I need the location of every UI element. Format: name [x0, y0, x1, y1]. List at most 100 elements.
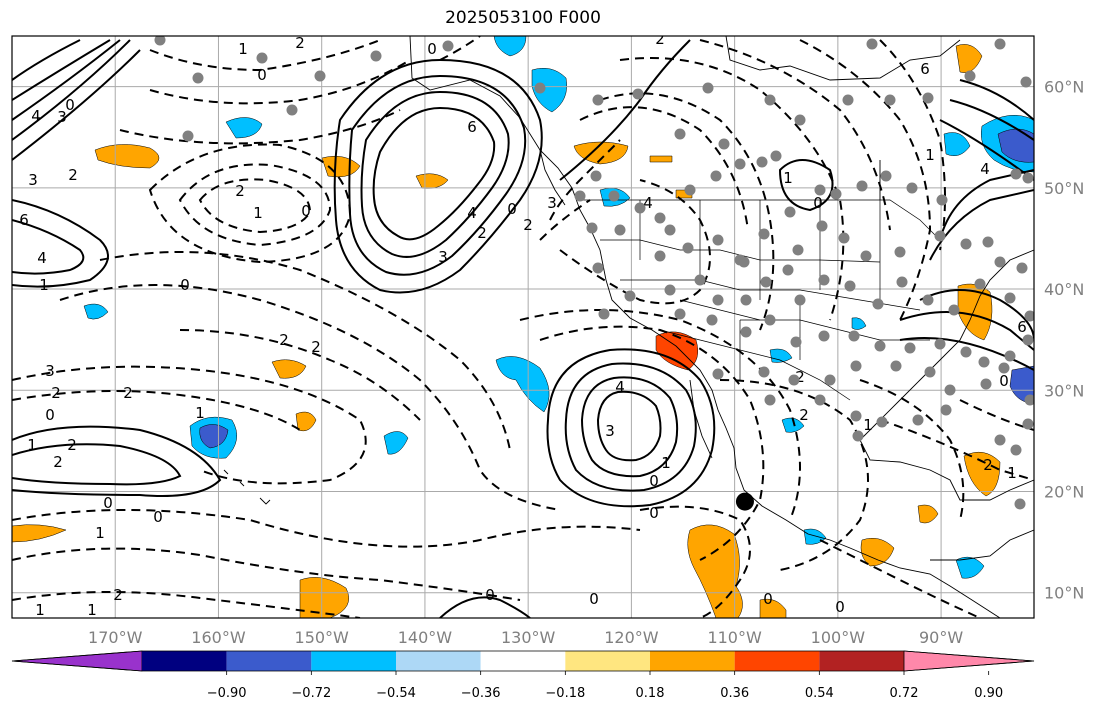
contour-label: 6: [1017, 318, 1027, 336]
contour-label: 6: [19, 211, 29, 229]
station-dot: [856, 180, 868, 192]
lon-tick-label: 90°W: [919, 628, 963, 647]
station-dot: [866, 38, 878, 50]
colorbar-tick-label: 0.54: [805, 686, 834, 701]
contour-label: 1: [1007, 464, 1017, 482]
station-dot: [182, 130, 194, 142]
station-dot: [922, 294, 934, 306]
contour-label: 2: [477, 224, 487, 242]
station-dot: [608, 190, 620, 202]
map-frame: [11, 35, 1035, 619]
station-dot: [442, 40, 454, 52]
station-dot: [702, 82, 714, 94]
station-dot: [824, 374, 836, 386]
station-dot: [740, 294, 752, 306]
station-dot: [982, 236, 994, 248]
station-dot: [1022, 418, 1034, 430]
station-dot: [734, 158, 746, 170]
shade-blue: [943, 132, 971, 156]
station-dot: [624, 290, 636, 302]
map-title: 2025053100 F000: [445, 8, 601, 28]
contour-label: 0: [65, 96, 75, 114]
latitude-labels: 60°N 50°N 40°N 30°N 20°N 10°N: [1044, 78, 1084, 603]
station-dot: [694, 274, 706, 286]
shade-orange: [12, 524, 67, 543]
contour-label: 1: [39, 276, 49, 294]
contour-label: 1: [27, 436, 37, 454]
lat-tick-label: 40°N: [1044, 280, 1084, 299]
station-dot: [592, 94, 604, 106]
colorbar-segment: [734, 651, 820, 671]
station-dot: [794, 114, 806, 126]
station-dot: [534, 82, 546, 94]
colorbar-tick-labels: −0.90 −0.72 −0.54 −0.36 −0.18 0.18 0.36 0.54 0.7…: [207, 671, 1003, 701]
station-dot: [370, 50, 382, 62]
shade-blue: [531, 68, 567, 113]
station-dot: [860, 250, 872, 262]
station-dot: [936, 194, 948, 206]
contour-label: 0: [999, 372, 1009, 390]
colorbar-outline: [11, 650, 1035, 672]
station-dot: [1014, 498, 1026, 510]
contour-label: 3: [438, 248, 448, 266]
contours-solid: [12, 39, 1034, 618]
lon-tick-label: 140°W: [398, 628, 453, 647]
station-dot: [974, 278, 986, 290]
station-dot: [948, 304, 960, 316]
station-dot: [1022, 334, 1034, 346]
colorbar-tick-label: 0.18: [636, 686, 665, 701]
contour-label: 2: [799, 406, 809, 424]
contour-label: 4: [643, 194, 653, 212]
station-dot: [816, 220, 828, 232]
shade-blue: [83, 303, 109, 320]
station-dot: [632, 88, 644, 100]
contour-label: 0: [589, 590, 599, 608]
colorbar-segment: [565, 651, 650, 671]
station-dot: [852, 430, 864, 442]
contour-label: 0: [301, 202, 311, 220]
contour-label: 6: [467, 118, 477, 136]
station-dot: [286, 104, 298, 116]
station-dot: [978, 356, 990, 368]
lon-tick-label: 170°W: [88, 628, 143, 647]
lat-tick-label: 50°N: [1044, 179, 1084, 198]
station-dot: [154, 36, 166, 46]
colorbar-segment: [226, 651, 312, 671]
contour-label: 2: [311, 338, 321, 356]
shade-orange: [963, 451, 1001, 497]
station-dot: [848, 330, 860, 342]
lat-tick-label: 30°N: [1044, 381, 1084, 400]
station-dot: [940, 404, 952, 416]
shade-blue: [383, 431, 409, 455]
shade-orange: [649, 155, 673, 163]
contour-label: 3: [45, 362, 55, 380]
station-dot: [590, 170, 602, 182]
station-dot: [790, 336, 802, 348]
station-dot: [1024, 394, 1034, 406]
contour-label: 0: [45, 406, 55, 424]
station-dot: [924, 366, 936, 378]
colorbar-tick-label: 0.90: [974, 686, 1003, 701]
station-dot: [782, 264, 794, 276]
contours-dashed: [12, 36, 1034, 618]
station-dot: [664, 224, 676, 236]
colorbar-tick-label: 0.72: [890, 686, 919, 701]
contour-label: 1: [35, 601, 45, 619]
station-dot: [890, 360, 902, 372]
colorbar-segment: [819, 651, 904, 671]
shade-blue: [495, 356, 550, 413]
station-dot: [792, 244, 804, 256]
contour-label: 1: [87, 601, 97, 619]
station-dot: [904, 342, 916, 354]
colorbar-tick-label: −0.90: [207, 686, 247, 701]
shade-blue: [493, 36, 527, 57]
contour-label: 1: [863, 416, 873, 434]
station-dot: [894, 246, 906, 258]
contour-label: 0: [103, 494, 113, 512]
contour-label: 3: [605, 422, 615, 440]
contour-label: 4: [615, 378, 625, 396]
station-dot: [814, 394, 826, 406]
station-dot: [684, 184, 696, 196]
lon-tick-label: 130°W: [501, 628, 556, 647]
contour-label: 1: [95, 524, 105, 542]
